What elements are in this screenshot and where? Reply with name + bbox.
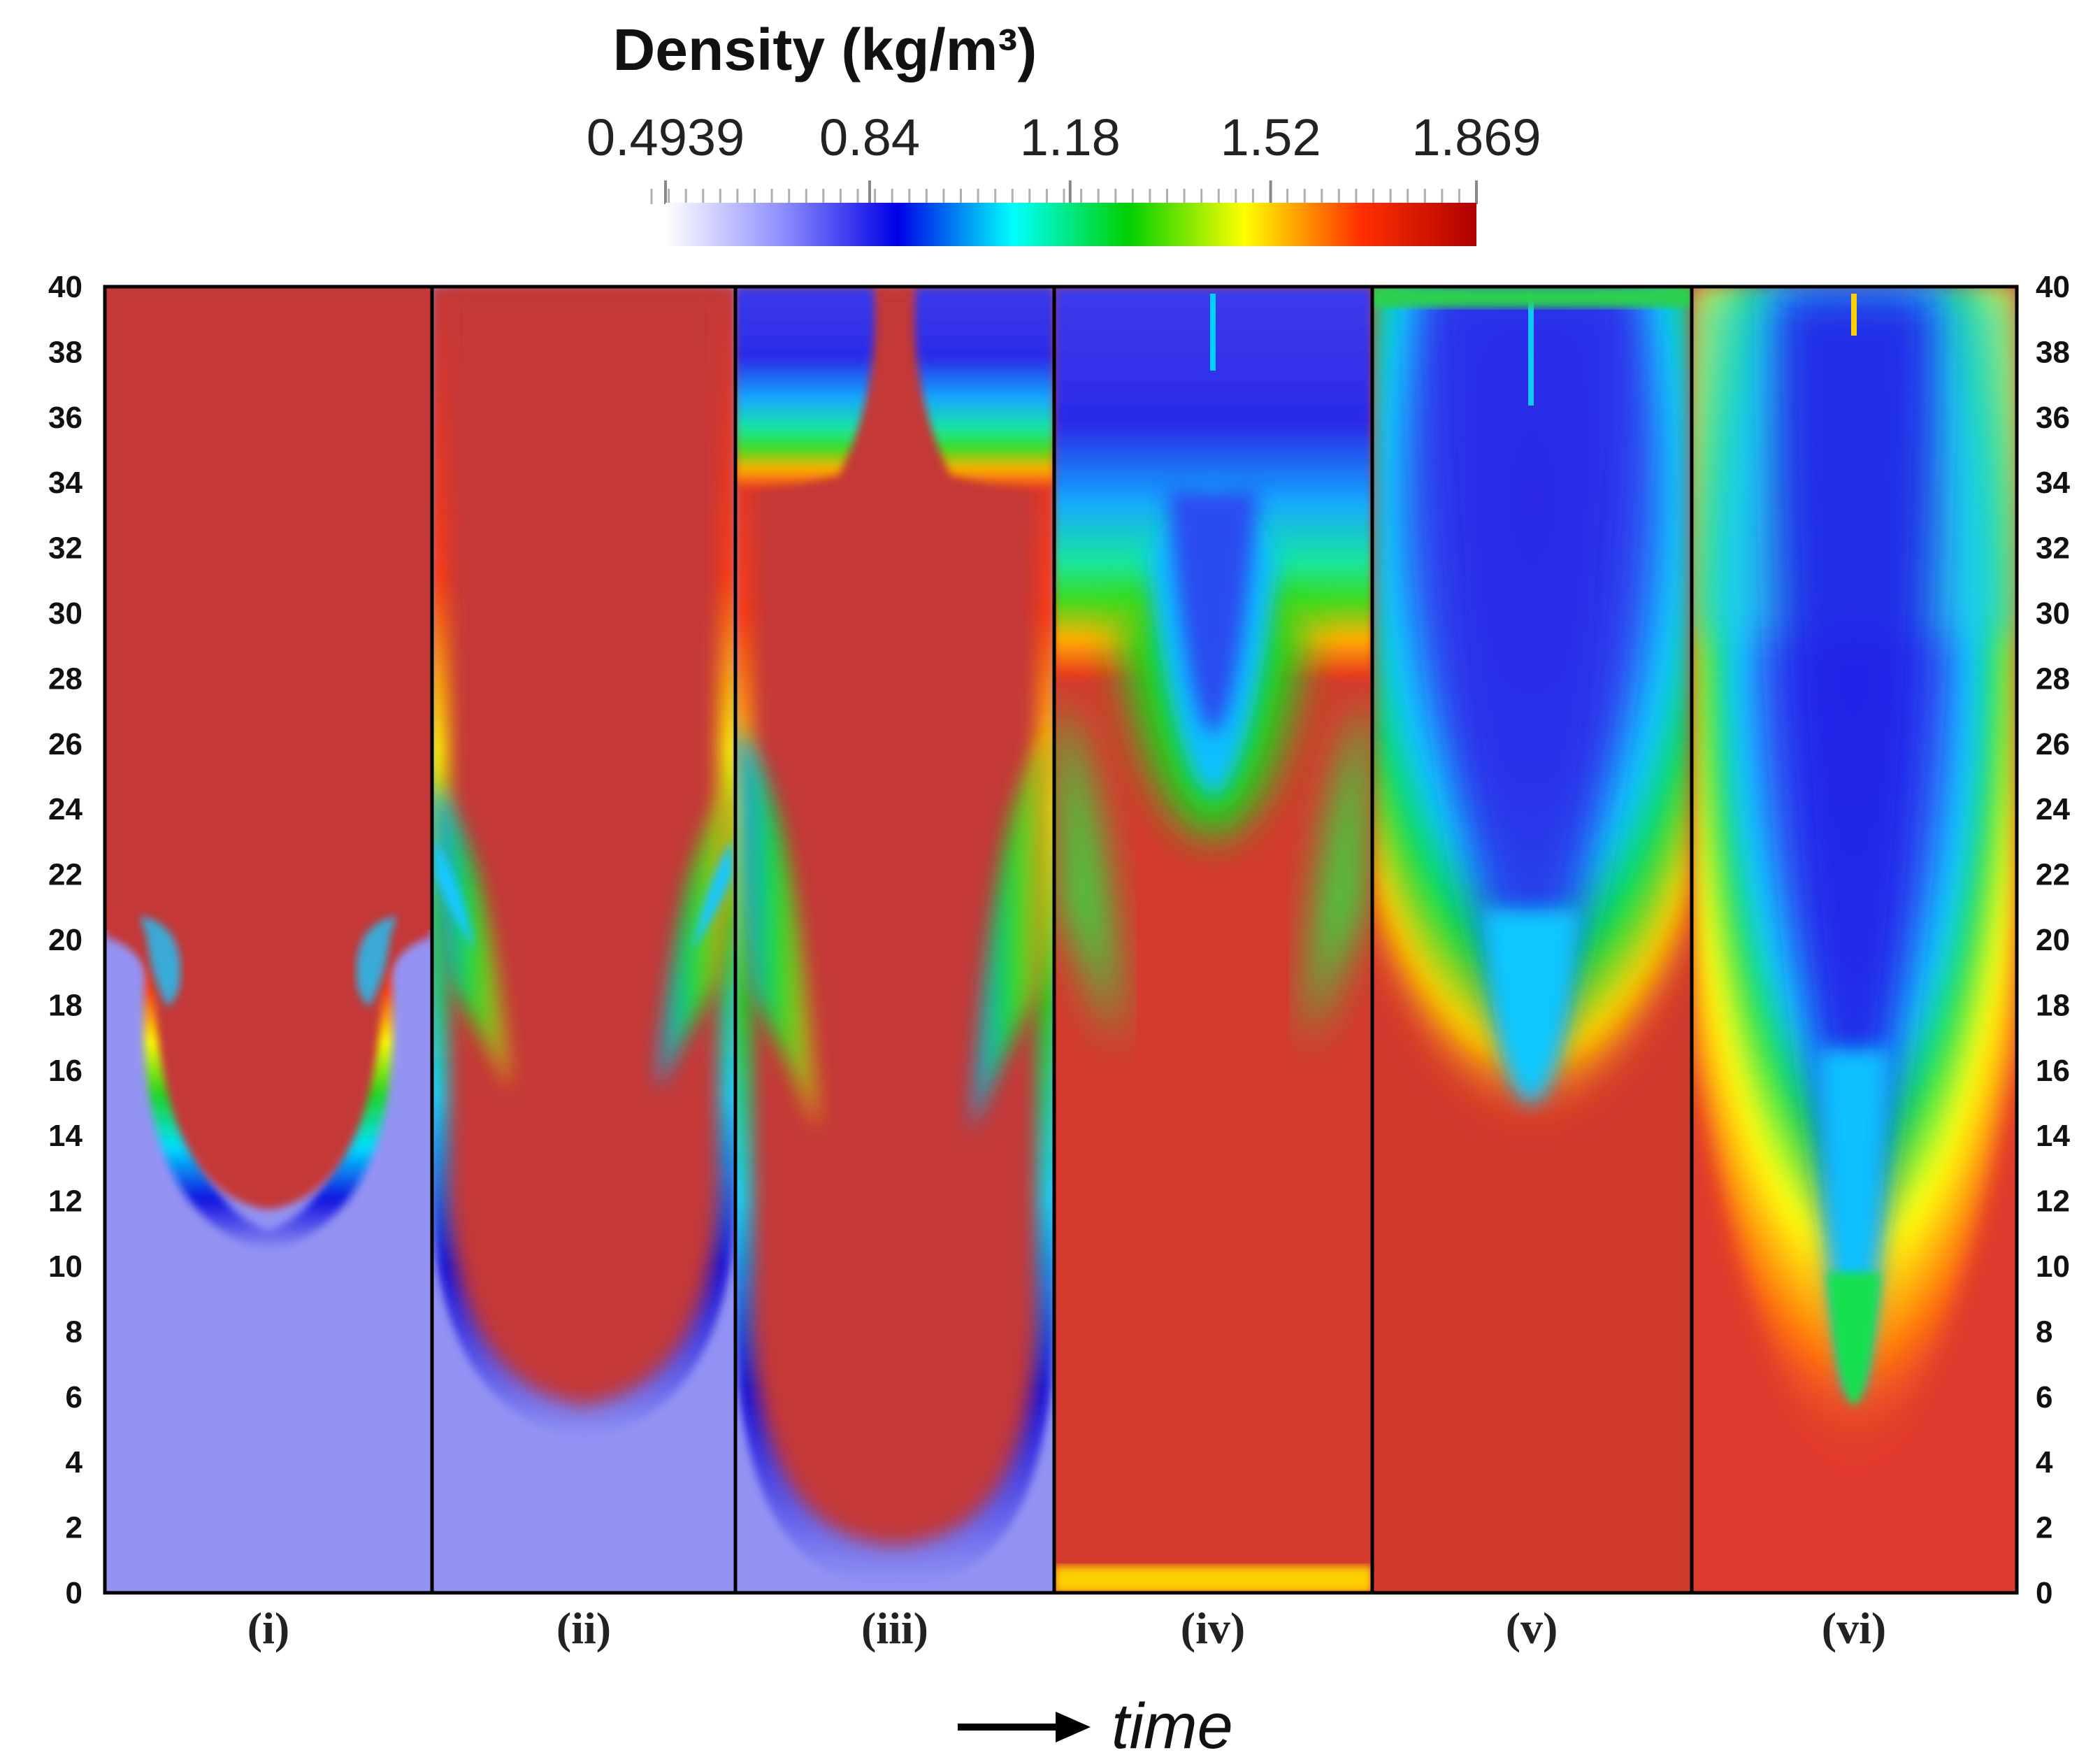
y-tick-label-left: 12 — [48, 1184, 82, 1219]
y-tick-label-left: 26 — [48, 727, 82, 761]
colorbar-tick-label: 0.4939 — [587, 108, 745, 166]
panel-i-field — [105, 287, 432, 1593]
panel-label: (i) — [247, 1603, 289, 1653]
y-tick-label-right: 12 — [2036, 1184, 2070, 1219]
y-tick-label-right: 16 — [2036, 1054, 2070, 1088]
y-tick-label-right: 10 — [2036, 1249, 2070, 1284]
y-tick-label-right: 6 — [2036, 1380, 2052, 1414]
panel-v-field — [1372, 287, 1692, 1593]
y-tick-label-left: 8 — [66, 1315, 82, 1349]
colorbar-tick-labels: 0.4939 0.84 1.18 1.52 1.869 — [587, 108, 1541, 166]
y-tick-label-left: 10 — [48, 1249, 82, 1284]
y-tick-label-right: 28 — [2036, 661, 2070, 696]
panel-iv-field — [1054, 287, 1372, 1593]
y-tick-label-left: 30 — [48, 596, 82, 631]
colorbar — [666, 203, 1476, 246]
colorbar-tick-label: 0.84 — [819, 108, 920, 166]
y-tick-label-left: 0 — [66, 1576, 82, 1610]
y-tick-label-right: 18 — [2036, 988, 2070, 1022]
colorbar-tick-label: 1.52 — [1221, 108, 1321, 166]
panel-label: (v) — [1506, 1603, 1558, 1653]
colorbar-tick-label: 1.869 — [1411, 108, 1541, 166]
y-tick-label-left: 16 — [48, 1054, 82, 1088]
y-tick-label-left: 40 — [48, 270, 82, 304]
y-tick-label-left: 34 — [48, 466, 82, 500]
panel-ii-field — [432, 287, 735, 1593]
y-tick-label-left: 36 — [48, 401, 82, 435]
panel-label: (iv) — [1181, 1603, 1245, 1653]
y-tick-label-left: 22 — [48, 858, 82, 892]
y-tick-label-left: 2 — [66, 1511, 82, 1545]
y-tick-label-right: 4 — [2036, 1445, 2053, 1480]
y-tick-label-right: 32 — [2036, 531, 2070, 566]
y-tick-label-right: 30 — [2036, 596, 2070, 631]
panel-labels: (i) (ii) (iii) (iv) (v) (vi) — [247, 1603, 1886, 1653]
y-tick-label-left: 4 — [66, 1445, 83, 1480]
y-tick-label-right: 8 — [2036, 1315, 2052, 1349]
y-tick-label-left: 24 — [48, 792, 82, 826]
y-tick-label-right: 14 — [2036, 1119, 2070, 1153]
y-tick-label-right: 36 — [2036, 401, 2070, 435]
colorbar-tick-label: 1.18 — [1020, 108, 1121, 166]
y-tick-label-left: 18 — [48, 988, 82, 1022]
panel-label: (ii) — [556, 1603, 611, 1653]
y-tick-label-right: 2 — [2036, 1511, 2052, 1545]
colorbar-minor-ticks — [650, 180, 1478, 204]
y-tick-label-right: 20 — [2036, 923, 2070, 957]
y-tick-label-right: 22 — [2036, 858, 2070, 892]
y-tick-label-right: 24 — [2036, 792, 2070, 826]
panel-vi-field — [1692, 287, 2017, 1593]
y-tick-label-right: 26 — [2036, 727, 2070, 761]
panel-iii-field — [735, 287, 1054, 1593]
y-tick-label-left: 6 — [66, 1380, 82, 1414]
time-label: time — [1112, 1691, 1233, 1762]
panel-label: (vi) — [1822, 1603, 1886, 1653]
y-tick-label-left: 38 — [48, 335, 82, 369]
panel-frames — [103, 285, 2019, 1595]
y-tick-label-right: 34 — [2036, 466, 2070, 500]
y-tick-label-right: 0 — [2036, 1576, 2052, 1610]
y-tick-label-left: 14 — [48, 1119, 82, 1153]
y-tick-label-right: 38 — [2036, 335, 2070, 369]
y-tick-label-left: 28 — [48, 661, 82, 696]
colorbar-title: Density (kg/m³) — [613, 17, 1037, 83]
panel-label: (iii) — [861, 1603, 928, 1653]
time-arrow — [958, 1712, 1091, 1742]
y-tick-label-left: 20 — [48, 923, 82, 957]
y-tick-label-right: 40 — [2036, 270, 2070, 304]
y-tick-label-left: 32 — [48, 531, 82, 566]
